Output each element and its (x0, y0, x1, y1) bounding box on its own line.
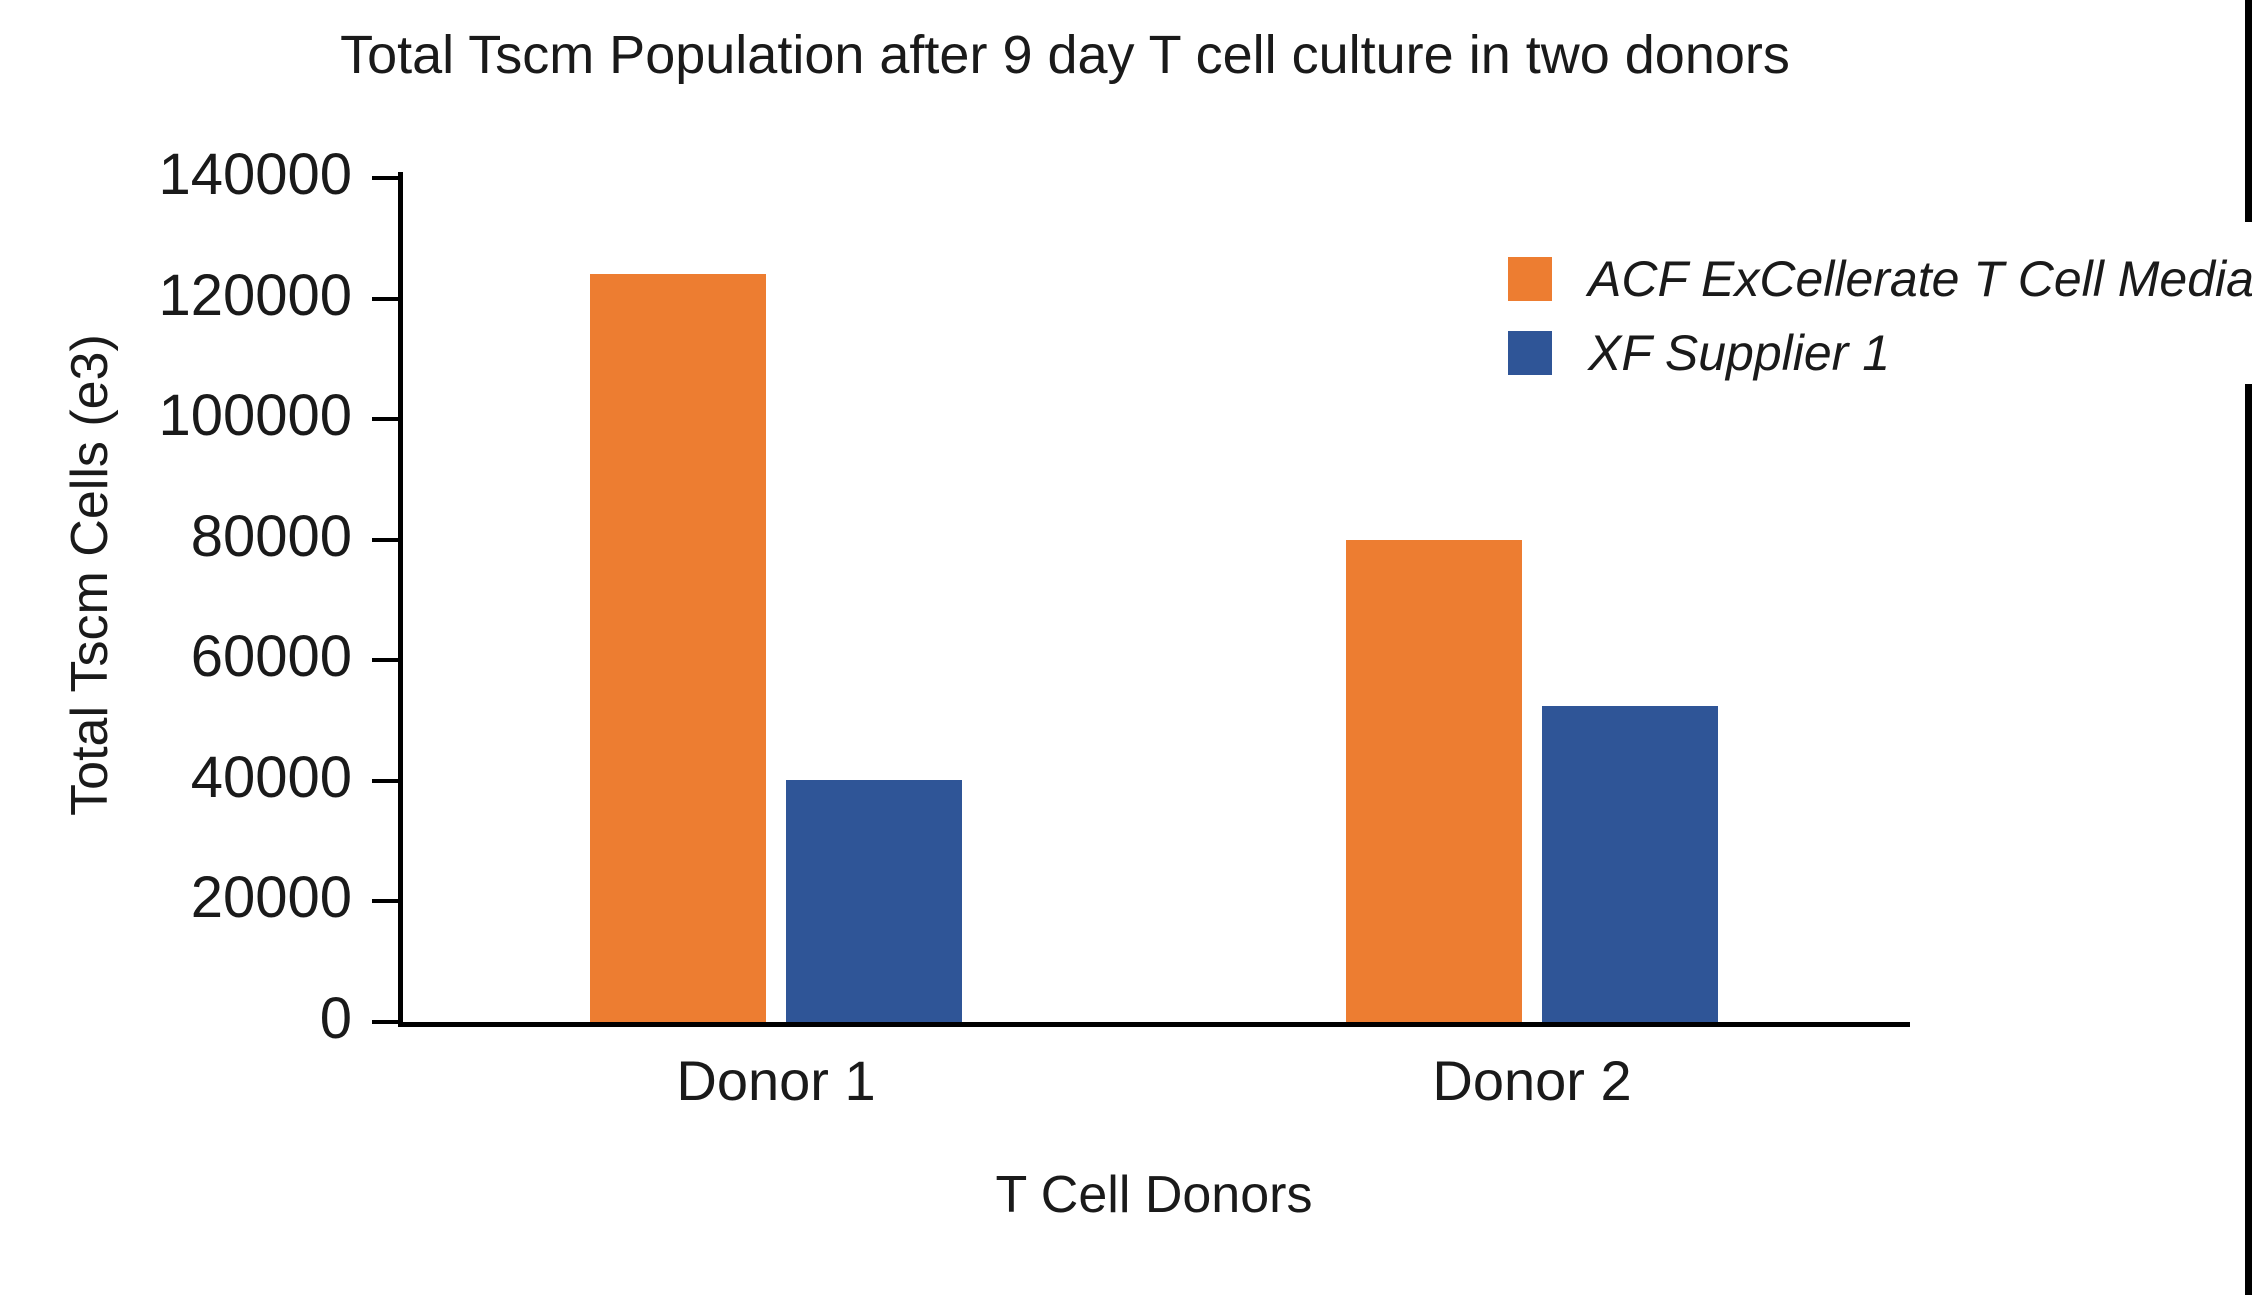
legend-label: XF Supplier 1 (1588, 325, 1891, 381)
legend-item-0: ACF ExCellerate T Cell Media (1508, 248, 2252, 310)
y-axis-tick-label: 80000 (190, 503, 352, 569)
slide-edge-rule-bottom (2245, 384, 2252, 1295)
y-axis-tick (372, 778, 398, 783)
bar[interactable] (1346, 539, 1522, 1022)
plot-area (398, 178, 1910, 1022)
bar[interactable] (590, 274, 766, 1022)
y-axis-line (398, 172, 403, 1027)
y-axis-tick (372, 417, 398, 422)
bar[interactable] (786, 779, 962, 1022)
x-axis-category-label: Donor 1 (676, 1049, 876, 1112)
x-axis-category-label: Donor 2 (1432, 1049, 1632, 1112)
chart-title: Total Tscm Population after 9 day T cell… (340, 25, 1790, 85)
bar[interactable] (1542, 705, 1718, 1022)
x-axis-title: T Cell Donors (995, 1166, 1313, 1224)
y-axis-tick (372, 176, 398, 180)
y-axis-tick-label: 40000 (190, 744, 352, 810)
y-axis-tick (372, 658, 398, 663)
legend-swatch-icon (1508, 331, 1552, 375)
y-axis-tick-label: 140000 (158, 142, 352, 207)
y-axis-tick (372, 899, 398, 904)
y-axis-tick-label: 120000 (158, 262, 352, 328)
y-axis-tick (372, 296, 398, 301)
y-axis-tick-label: 100000 (158, 383, 352, 449)
legend-item-1: XF Supplier 1 (1508, 322, 2252, 384)
x-axis-line (398, 1022, 1910, 1027)
y-axis-tick-label: 0 (319, 986, 352, 1051)
y-axis-tick-label: 60000 (190, 624, 352, 690)
y-axis-tick (372, 1020, 398, 1024)
legend-swatch-icon (1508, 257, 1552, 301)
y-axis-tick-label: 20000 (190, 865, 352, 931)
legend-label: ACF ExCellerate T Cell Media (1588, 251, 2252, 307)
slide-edge-rule-top (2245, 0, 2252, 222)
chart-legend: ACF ExCellerate T Cell Media XF Supplier… (1508, 248, 2252, 396)
y-axis-tick (372, 537, 398, 542)
